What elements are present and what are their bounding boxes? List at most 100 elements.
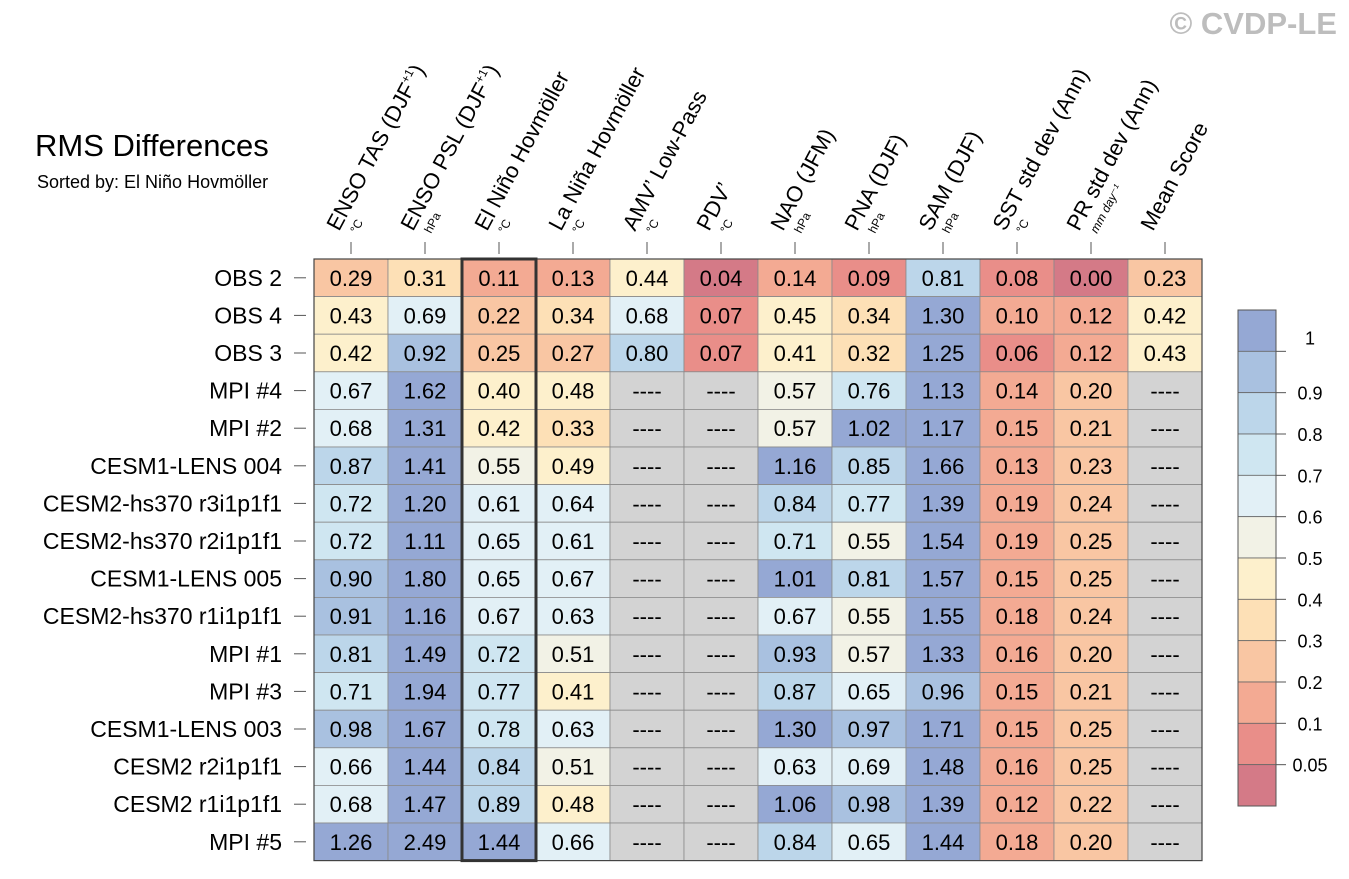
heatmap-cell (905, 672, 981, 711)
heatmap-cell (1053, 785, 1129, 824)
cell-value: 0.67 (330, 379, 373, 404)
cell-value: 0.63 (774, 755, 817, 780)
cell-value: ---- (1150, 567, 1179, 592)
cell-value: 0.40 (478, 379, 521, 404)
cell-value: 0.66 (552, 830, 595, 855)
column-unit: °C (1013, 217, 1032, 236)
colorbar-tick-label: 0.4 (1297, 590, 1322, 610)
cell-value: 0.12 (1070, 341, 1113, 366)
colorbar-tick-label: 0.1 (1297, 714, 1322, 734)
heatmap-cell (683, 446, 759, 485)
cell-value: 1.17 (922, 416, 965, 441)
cell-value: 0.18 (996, 830, 1039, 855)
heatmap-cell (979, 296, 1055, 335)
cell-value: ---- (1150, 454, 1179, 479)
cell-value: 1.62 (404, 379, 447, 404)
cell-value: 0.68 (330, 792, 373, 817)
heatmap-cell (979, 747, 1055, 786)
cell-value: 0.67 (552, 567, 595, 592)
column-label: Mean Score (1135, 118, 1213, 234)
colorbar-segment (1237, 722, 1277, 766)
cell-value: 0.06 (996, 341, 1039, 366)
cell-value: 1.44 (478, 830, 521, 855)
heatmap-cell (831, 408, 907, 448)
cell-value: 0.25 (478, 341, 521, 366)
cell-value: ---- (706, 529, 735, 554)
cell-value: 0.45 (774, 303, 817, 328)
colorbar-segment (1237, 350, 1277, 394)
cell-value: 0.72 (330, 529, 373, 554)
heatmap-cell (609, 559, 685, 598)
cell-value: 0.67 (774, 604, 817, 629)
cell-value: ---- (706, 642, 735, 667)
heatmap-cell (313, 296, 389, 335)
heatmap-cell (1127, 521, 1203, 561)
cell-value: 1.67 (404, 717, 447, 742)
heatmap-cell (387, 672, 463, 711)
cell-value: 0.41 (774, 341, 817, 366)
cell-value: 0.63 (552, 604, 595, 629)
cell-value: 1.94 (404, 679, 447, 704)
heatmap-cell (1053, 333, 1129, 373)
cell-value: ---- (1150, 416, 1179, 441)
cell-value: ---- (632, 604, 661, 629)
cell-value: 0.98 (848, 792, 891, 817)
cell-value: 0.25 (1070, 529, 1113, 554)
heatmap-cell (757, 822, 833, 861)
cell-value: 0.41 (552, 679, 595, 704)
cell-value: 0.24 (1070, 604, 1113, 629)
cell-value: 0.68 (626, 303, 669, 328)
cell-value: ---- (1150, 679, 1179, 704)
colorbar-segment (1237, 433, 1277, 476)
heatmap-cell (979, 709, 1055, 749)
cell-value: 0.78 (478, 717, 521, 742)
cell-value: ---- (1150, 830, 1179, 855)
cell-value: ---- (706, 604, 735, 629)
heatmap-cell (313, 597, 389, 636)
heatmap-cell (905, 333, 981, 373)
colorbar-segment (1237, 392, 1277, 435)
heatmap-cell (313, 559, 389, 598)
heatmap-cell (831, 258, 907, 297)
cell-value: 1.39 (922, 491, 965, 516)
cell-value: 0.14 (774, 266, 817, 291)
heatmap-cell (609, 446, 685, 485)
cell-value: 1.44 (404, 755, 447, 780)
cell-value: 1.41 (404, 454, 447, 479)
heatmap-cell (831, 521, 907, 561)
heatmap-cell (461, 785, 537, 824)
cell-value: ---- (706, 830, 735, 855)
heatmap-cell (1053, 709, 1129, 749)
heatmap-cell (1053, 559, 1129, 598)
row-label: CESM2-hs370 r1i1p1f1 (43, 603, 282, 629)
cell-value: 0.65 (478, 529, 521, 554)
cell-value: 0.21 (1070, 416, 1113, 441)
cell-value: 0.27 (552, 341, 595, 366)
cell-value: 0.07 (700, 341, 743, 366)
heatmap-cell (757, 484, 833, 523)
cell-value: 0.04 (700, 266, 743, 291)
cell-value: 0.22 (1070, 792, 1113, 817)
heatmap-cell (979, 371, 1055, 410)
cell-value: 0.55 (848, 529, 891, 554)
heatmap-cell (387, 559, 463, 598)
heatmap-cell (535, 634, 611, 673)
heatmap-cell (905, 484, 981, 523)
row-label: CESM2-hs370 r2i1p1f1 (43, 528, 282, 554)
cell-value: 0.72 (330, 491, 373, 516)
cell-value: 0.81 (848, 567, 891, 592)
row-label: OBS 2 (214, 265, 282, 291)
heatmap-cell (683, 634, 759, 673)
heatmap-cell (387, 408, 463, 448)
heatmap-cell (1127, 822, 1203, 861)
cell-value: ---- (706, 755, 735, 780)
cell-value: 1.11 (404, 529, 445, 554)
cell-value: ---- (632, 755, 661, 780)
cell-value: ---- (1150, 379, 1179, 404)
heatmap-cell (387, 709, 463, 749)
cell-value: 1.54 (922, 529, 965, 554)
heatmap-cell (757, 597, 833, 636)
heatmap-cell (979, 597, 1055, 636)
heatmap-cell (1127, 634, 1203, 673)
